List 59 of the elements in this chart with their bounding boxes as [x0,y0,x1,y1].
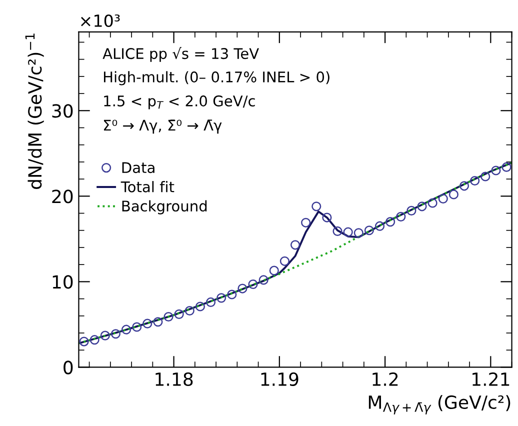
point [428,198,438,208]
legend-label: Background [122,200,207,214]
point [174,309,184,319]
point [322,212,332,222]
point [364,226,374,236]
y-tick-label: 0 [64,360,73,374]
point [258,275,268,285]
y-axis-title: dN/dM (GeV/c²)$^{−1}$ [25,34,44,189]
point [164,312,174,322]
point [290,240,300,250]
point [184,306,194,316]
legend-label: Data [122,162,154,174]
point [438,194,448,204]
point [142,318,152,328]
annotation: High-mult. (0– 0.17% INEL > 0) [104,71,330,86]
point [269,266,279,276]
text: ×10³ [81,14,120,28]
point [238,284,248,294]
point [491,166,501,176]
point [417,202,427,212]
point [386,217,396,227]
point [374,221,385,231]
annotation: ALICE pp √s = 13 TeV [102,47,259,62]
annotation: 1.5 < p$_{T}$ < 2.0 GeV/c [104,95,255,110]
point [110,329,120,339]
point [206,297,216,308]
point [216,293,226,303]
point [153,317,163,327]
point [248,279,258,290]
point [354,228,364,238]
point [448,190,458,200]
point [406,206,416,216]
point [312,202,322,212]
point [227,290,237,300]
point [132,322,142,332]
point [121,324,132,334]
x-axis-title: M$_{Λγ+Λ̄γ}$ (GeV/c²) [368,395,510,414]
point [195,302,205,312]
point [332,226,342,236]
point [480,172,490,182]
annotation: Σ⁰ → Λγ, Σ̄⁰ → Λ̄γ [104,120,222,134]
point [100,330,110,340]
point [343,227,353,237]
point [502,162,512,172]
point [301,218,311,228]
x-tick-label: 1.18 [156,372,193,386]
y-tick-label: 20 [52,190,73,204]
point [396,212,406,222]
point [90,335,100,345]
x-tick-label: 1.2 [372,372,398,386]
point [79,336,89,346]
point [459,181,470,191]
y-tick-label: 30 [52,104,73,118]
x-tick-label: 1.19 [261,372,298,386]
y-tick-label: 10 [52,275,73,289]
x-tick-label: 1.21 [472,372,510,386]
point [280,256,290,266]
legend-label: Total fit [120,181,174,192]
point [470,176,480,186]
